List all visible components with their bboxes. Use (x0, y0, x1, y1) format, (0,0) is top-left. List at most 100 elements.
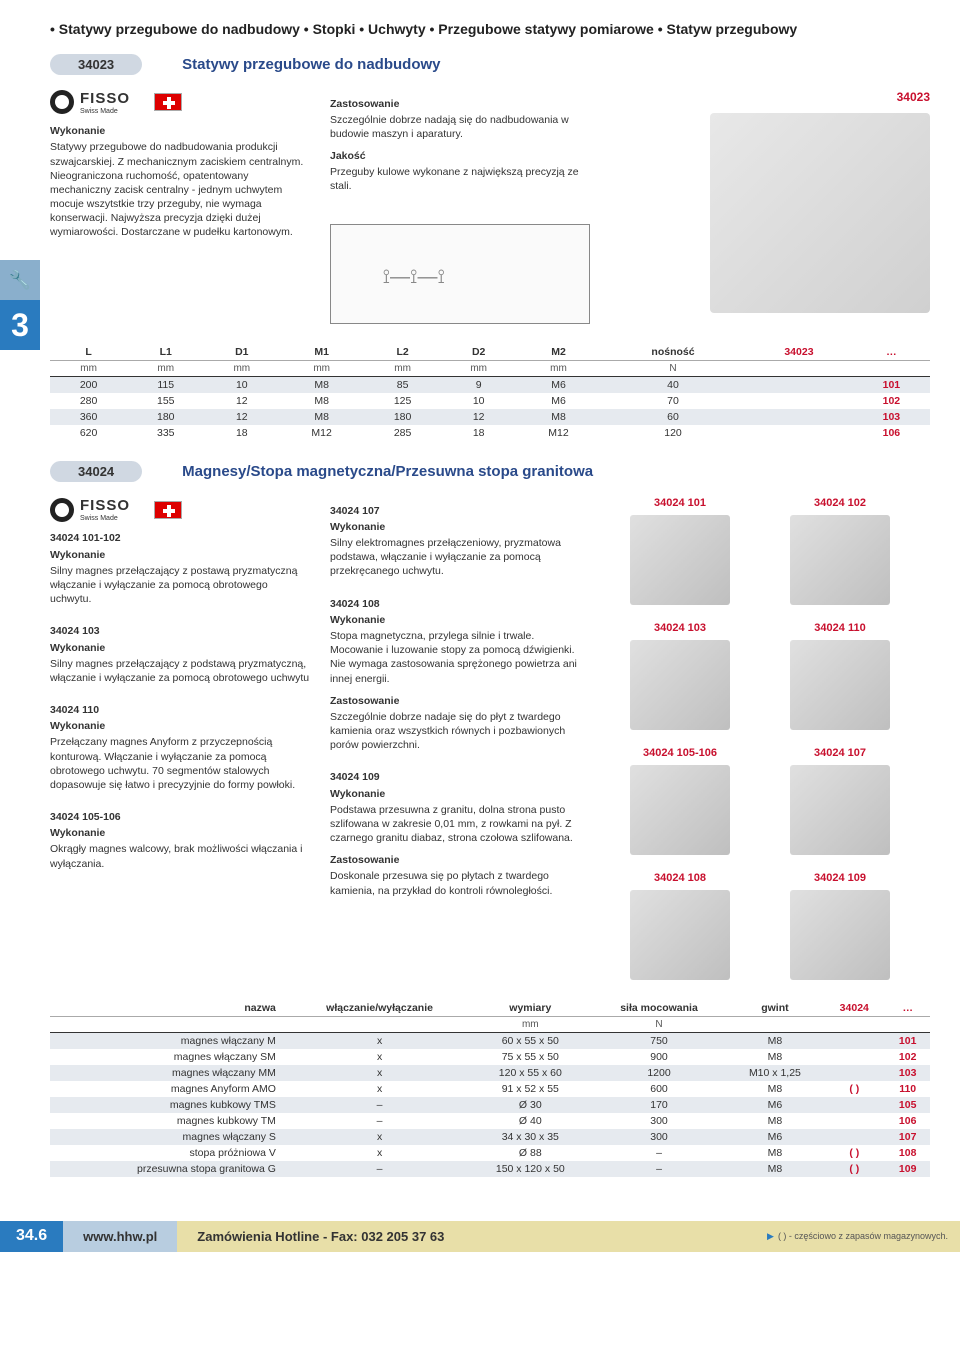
table-cell: M8 (727, 1049, 824, 1065)
table-cell: 180 (127, 409, 204, 425)
table-cell: 101 (853, 376, 930, 393)
image-label: 34024 102 (770, 496, 910, 511)
image-label: 34024 103 (610, 621, 750, 636)
table-cell: 200 (50, 376, 127, 393)
image-cell: 34024 107 (770, 746, 910, 859)
table-unit (290, 1016, 469, 1032)
image-cell: 34024 105-106 (610, 746, 750, 859)
table-cell: – (290, 1161, 469, 1177)
table-header: D1 (204, 344, 279, 361)
table-cell: 103 (853, 409, 930, 425)
table-cell: – (591, 1145, 726, 1161)
table-cell: 60 x 55 x 50 (469, 1032, 591, 1049)
table-cell: 9 (441, 376, 516, 393)
block-code: 34024 108 (330, 597, 590, 611)
table-cell: 10 (204, 376, 279, 393)
table-cell (745, 409, 853, 425)
brand-sub: Swiss Made (80, 107, 130, 116)
section1-mid-col: Zastosowanie Szczególnie dobrze nadają s… (330, 89, 590, 328)
table-unit (885, 1016, 930, 1032)
table-unit: mm (204, 360, 279, 376)
table-cell: x (290, 1032, 469, 1049)
table-header: M2 (516, 344, 601, 361)
image-cell: 34024 109 (770, 871, 910, 984)
table-unit: mm (364, 360, 441, 376)
table-cell: Ø 40 (469, 1113, 591, 1129)
table-unit: mm (441, 360, 516, 376)
table-header: nazwa (50, 1000, 290, 1017)
table-unit: mm (127, 360, 204, 376)
table-cell: magnes włączany MM (50, 1065, 290, 1081)
table-row: 62033518M1228518M12120106 (50, 425, 930, 441)
table-cell: 109 (885, 1161, 930, 1177)
table-cell: ( ) (823, 1145, 885, 1161)
image-cell: 34024 102 (770, 496, 910, 609)
swiss-flag-icon (154, 93, 182, 111)
block-text: Okrągły magnes walcowy, brak możliwości … (50, 842, 310, 870)
section2-image-col: 34024 10134024 10234024 10334024 1103402… (610, 496, 910, 984)
table-cell: M8 (727, 1032, 824, 1049)
block-code: 34024 103 (50, 624, 310, 638)
block-code: 34024 110 (50, 703, 310, 717)
table-cell: 150 x 120 x 50 (469, 1161, 591, 1177)
table-cell: 620 (50, 425, 127, 441)
table-header: 34023 (745, 344, 853, 361)
table-row: magnes włączany Sx34 x 30 x 35300M6107 (50, 1129, 930, 1145)
table-cell: x (290, 1081, 469, 1097)
table-cell: 180 (364, 409, 441, 425)
block-text2: Szczególnie dobrze nadaje się do płyt z … (330, 710, 590, 753)
table-cell: M12 (516, 425, 601, 441)
table-cell: 125 (364, 393, 441, 409)
table-unit: mm (50, 360, 127, 376)
table-cell: – (290, 1097, 469, 1113)
table-unit: mm (279, 360, 364, 376)
arrow-icon: ▶ (767, 1231, 774, 1242)
s1-mid-h1: Zastosowanie (330, 97, 590, 111)
block-code: 34024 105-106 (50, 810, 310, 824)
section1-table: LL1D1M1L2D2M2nośność34023… mmmmmmmmmmmmm… (50, 344, 930, 441)
table-header: 34024 (823, 1000, 885, 1017)
product-image (790, 515, 890, 605)
table-unit (823, 1016, 885, 1032)
table-cell: 1200 (591, 1065, 726, 1081)
table-cell: M6 (727, 1129, 824, 1145)
table-header: L (50, 344, 127, 361)
table-cell: 335 (127, 425, 204, 441)
s1-mid-h2: Jakość (330, 149, 590, 163)
table-row: magnes kubkowy TM–Ø 40300M8106 (50, 1113, 930, 1129)
table-header: siła mocowania (591, 1000, 726, 1017)
table-cell (745, 393, 853, 409)
footer-link[interactable]: www.hhw.pl (63, 1221, 177, 1252)
table-cell: M10 x 1,25 (727, 1065, 824, 1081)
table-cell: magnes kubkowy TMS (50, 1097, 290, 1113)
table-cell: 106 (885, 1113, 930, 1129)
table-cell: 108 (885, 1145, 930, 1161)
brand-name-2: FISSO (80, 497, 130, 514)
brand-sub-2: Swiss Made (80, 514, 130, 523)
footer-page: 34.6 (0, 1221, 63, 1252)
image-label: 34024 108 (610, 871, 750, 886)
product-image (790, 640, 890, 730)
table-cell: 120 x 55 x 60 (469, 1065, 591, 1081)
section2-header: 34024 Magnesy/Stopa magnetyczna/Przesuwn… (50, 461, 930, 482)
footer-note-text: ( ) - częściowo z zapasów magazynowych. (778, 1231, 948, 1241)
table-row: przesuwna stopa granitowa G–150 x 120 x … (50, 1161, 930, 1177)
table-cell (745, 376, 853, 393)
fisso-logo: FISSO Swiss Made (50, 89, 130, 117)
swiss-flag-icon-2 (154, 501, 182, 519)
table-cell: M8 (727, 1081, 824, 1097)
table-row: 28015512M812510M670102 (50, 393, 930, 409)
product-image (630, 765, 730, 855)
image-label: 34024 110 (770, 621, 910, 636)
footer-hotline: Zamówienia Hotline - Fax: 032 205 37 63 (177, 1221, 755, 1252)
table-header: włączanie/wyłączanie (290, 1000, 469, 1017)
table-cell: x (290, 1129, 469, 1145)
s1-left-p1: Statywy przegubowe do nadbudowania produ… (50, 140, 310, 239)
table-cell: 75 x 55 x 50 (469, 1049, 591, 1065)
product-image (630, 640, 730, 730)
table-unit: mm (469, 1016, 591, 1032)
fisso-logo-2: FISSO Swiss Made (50, 496, 130, 524)
table-row: stopa próżniowa VxØ 88–M8( )108 (50, 1145, 930, 1161)
table-cell: 155 (127, 393, 204, 409)
table-cell: 70 (601, 393, 745, 409)
